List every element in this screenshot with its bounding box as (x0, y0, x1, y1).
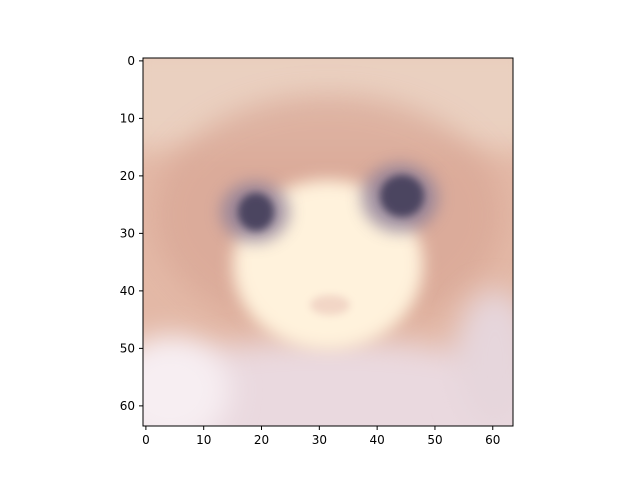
x-tick-label: 30 (312, 433, 327, 447)
x-tick-label: 10 (196, 433, 211, 447)
y-tick-label: 10 (120, 111, 135, 125)
y-tick-label: 20 (120, 169, 135, 183)
x-tick-label: 60 (485, 433, 500, 447)
right-eye (380, 175, 424, 217)
x-axis-ticks: 0 10 20 30 40 50 60 (142, 426, 500, 447)
y-tick-label: 40 (120, 284, 135, 298)
y-tick-label: 60 (120, 399, 135, 413)
axes-frame (142, 57, 514, 427)
lower-right-area (455, 290, 513, 426)
x-tick-label: 50 (427, 433, 442, 447)
y-axis-ticks: 0 10 20 30 40 50 60 (120, 54, 143, 413)
x-tick-label: 40 (370, 433, 385, 447)
mouth (310, 295, 350, 315)
lower-left-highlight (143, 335, 230, 426)
y-tick-label: 30 (120, 226, 135, 240)
y-tick-label: 50 (120, 341, 135, 355)
lower-area (143, 340, 513, 426)
x-tick-label: 20 (254, 433, 269, 447)
plot-image (143, 58, 513, 426)
x-tick-label: 0 (142, 433, 150, 447)
y-tick-label: 0 (127, 54, 135, 68)
left-eye (238, 193, 274, 231)
